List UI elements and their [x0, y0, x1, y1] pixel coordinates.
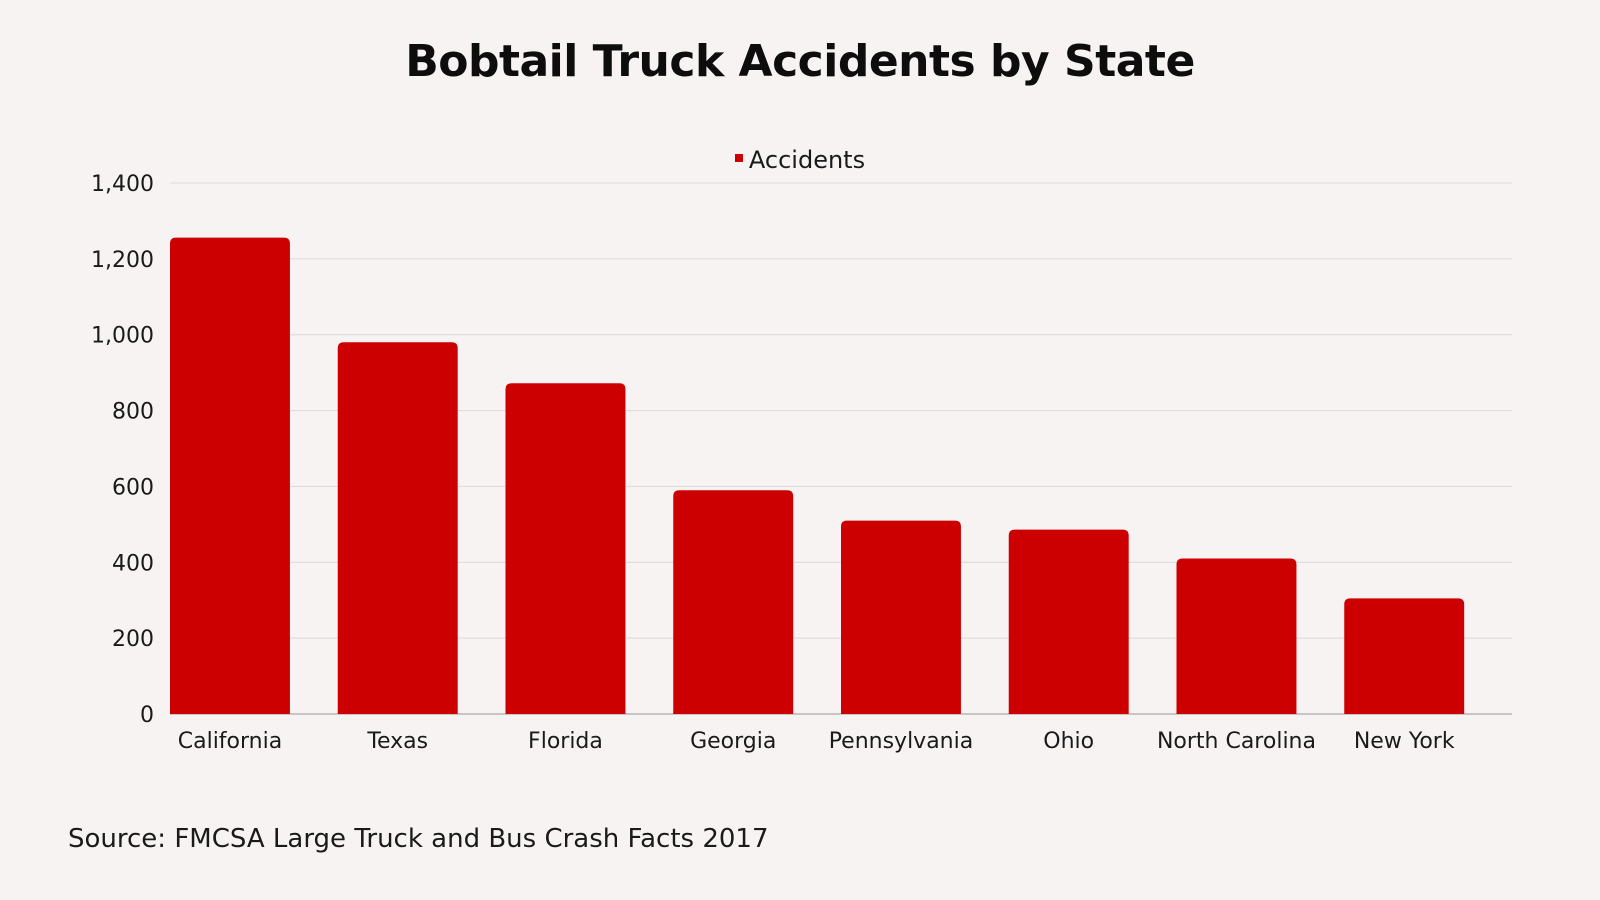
y-tick-label: 1,000 — [91, 324, 154, 349]
y-tick-label: 0 — [140, 703, 154, 728]
bar — [1008, 529, 1129, 714]
source-note: Source: FMCSA Large Truck and Bus Crash … — [68, 824, 769, 854]
chart-title: Bobtail Truck Accidents by State — [405, 36, 1195, 87]
bar — [170, 237, 290, 715]
x-tick-label: Pennsylvania — [829, 729, 974, 754]
x-tick-label: North Carolina — [1157, 729, 1316, 754]
x-tick-label: Georgia — [690, 729, 776, 754]
x-tick-label: New York — [1354, 729, 1455, 754]
legend: Accidents — [0, 146, 1600, 174]
y-tick-label: 1,200 — [91, 248, 154, 273]
x-tick-label: Ohio — [1043, 729, 1094, 754]
x-tick-label: Florida — [528, 729, 603, 754]
y-tick-label: 800 — [112, 400, 154, 425]
bar — [841, 520, 961, 714]
bar — [337, 342, 458, 714]
bar — [673, 490, 794, 714]
y-tick-label: 400 — [112, 551, 154, 576]
bar — [1176, 558, 1297, 714]
y-tick-label: 1,400 — [91, 172, 154, 197]
x-tick-label: Texas — [366, 729, 428, 754]
y-tick-label: 600 — [112, 475, 154, 500]
bar — [505, 383, 626, 714]
bar — [1344, 598, 1465, 714]
legend-swatch — [734, 154, 743, 162]
y-tick-label: 200 — [112, 627, 154, 652]
bar-chart-plot: 0 200 400 600 800 1,000 1,200 1,400 California Te… — [91, 172, 1512, 754]
x-tick-label: California — [178, 729, 282, 754]
legend-label: Accidents — [748, 146, 866, 174]
